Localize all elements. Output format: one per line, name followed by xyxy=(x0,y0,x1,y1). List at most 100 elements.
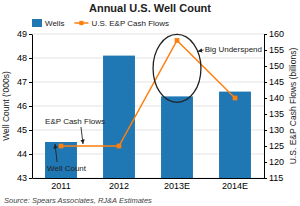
annotation: E&P Cash Flows xyxy=(45,117,105,126)
y2-tick-line xyxy=(264,178,267,179)
y2-tick-line xyxy=(264,114,267,115)
x-tick: 2011 xyxy=(51,178,70,191)
legend-label: Wells xyxy=(45,19,64,28)
y-tick: 46 xyxy=(17,101,32,111)
annotation: Well Count xyxy=(47,164,87,173)
x-tick-label: 2014E xyxy=(222,181,248,191)
y-tick-label: 49 xyxy=(17,29,27,39)
y-tick: 49 xyxy=(17,29,32,39)
y2-tick-line xyxy=(264,130,267,131)
line-marker xyxy=(117,144,122,149)
y2-tick: 160 xyxy=(264,29,284,39)
y-tick: 44 xyxy=(17,149,32,159)
y2-tick-line xyxy=(264,66,267,67)
y-tick-label: 46 xyxy=(17,101,27,111)
grid-line xyxy=(32,34,264,35)
y2-tick: 115 xyxy=(264,173,283,183)
y-tick-label: 45 xyxy=(17,125,27,135)
line-marker xyxy=(59,144,64,149)
x-tick-label: 2011 xyxy=(51,181,70,191)
y2-tick: 135 xyxy=(264,109,284,119)
bar-series xyxy=(45,56,251,178)
y2-tick-line xyxy=(264,50,267,51)
y-tick: 43 xyxy=(17,173,32,183)
y2-tick: 150 xyxy=(264,61,284,71)
y-tick-label: 44 xyxy=(17,149,27,159)
y2-axis-line xyxy=(264,35,265,179)
line xyxy=(61,40,235,146)
y-tick-label: 48 xyxy=(17,53,27,63)
legend-item: U.S. E&P Cash Flows xyxy=(74,19,169,28)
y2-tick-line xyxy=(264,34,267,35)
y2-tick-label: 115 xyxy=(269,173,283,183)
title: Annual U.S. Well Count xyxy=(89,2,211,14)
x-tick-label: 2012 xyxy=(109,181,129,191)
legend-label: U.S. E&P Cash Flows xyxy=(91,19,169,28)
y-tick: 48 xyxy=(17,53,32,63)
x-tick-label: 2013E xyxy=(164,181,190,191)
y-tick-line xyxy=(29,82,32,83)
highlight-ellipse xyxy=(153,34,201,102)
chart-svg: Annual U.S. Well Count 2011 2012 2013E 2014E… xyxy=(0,0,300,206)
y-tick-line xyxy=(29,154,32,155)
x-tick: 2014E xyxy=(222,178,248,191)
legend-swatch xyxy=(32,19,42,27)
y2-tick-label: 155 xyxy=(269,45,284,55)
grid-line xyxy=(32,82,264,83)
y2-tick-label: 125 xyxy=(269,141,284,151)
y2-tick-label: 130 xyxy=(269,125,284,135)
y-axis: 43 44 45 46 47 48 49 xyxy=(17,29,33,183)
y-tick-line xyxy=(29,130,32,131)
x-tick: 2013E xyxy=(164,178,190,191)
chart-container: Annual U.S. Well Count 2011 2012 2013E 2014E… xyxy=(0,0,300,206)
y-tick-label: 43 xyxy=(17,173,27,183)
plot-marks xyxy=(45,38,251,178)
y2-tick-label: 140 xyxy=(269,93,284,103)
y-axis-line xyxy=(32,35,33,179)
line-marker xyxy=(175,38,180,43)
y-tick: 45 xyxy=(17,125,32,135)
source: Source: Spears Associates, RJ&A Estimate… xyxy=(4,196,152,205)
y2-tick: 145 xyxy=(264,77,284,87)
y2-tick-label: 145 xyxy=(269,77,284,87)
y2-tick-label: 120 xyxy=(269,157,284,167)
y2-tick-label: 160 xyxy=(269,29,284,39)
y2-tick: 130 xyxy=(264,125,284,135)
grid xyxy=(32,34,264,178)
y2-tick-line xyxy=(264,162,267,163)
y2-tick: 120 xyxy=(264,157,284,167)
y2-axis-title: U.S. E&P Cash Flows (billions) xyxy=(288,48,298,165)
y2-tick-label: 135 xyxy=(269,109,284,119)
annotation: Big Underspend xyxy=(205,45,262,54)
y-tick-line xyxy=(29,178,32,179)
legend-item: Wells xyxy=(32,19,64,28)
bar xyxy=(219,92,251,178)
legend: Wells U.S. E&P Cash Flows xyxy=(32,19,169,28)
line-marker xyxy=(233,96,238,101)
grid-line xyxy=(32,58,264,59)
y2-tick-line xyxy=(264,82,267,83)
x-axis: 2011 2012 2013E 2014E xyxy=(33,178,265,191)
y-tick-line xyxy=(29,58,32,59)
y2-tick-line xyxy=(264,146,267,147)
y-tick: 47 xyxy=(17,77,32,87)
y-tick-line xyxy=(29,34,32,35)
y2-tick: 125 xyxy=(264,141,284,151)
annotation-arrow xyxy=(81,127,83,144)
annotation-arrow xyxy=(55,144,57,162)
y2-axis: 115 120 125 130 135 140 145 150 155 160 xyxy=(264,29,284,183)
y2-tick: 155 xyxy=(264,45,284,55)
y2-tick-label: 150 xyxy=(269,61,284,71)
annotation-arrow xyxy=(198,50,204,51)
x-axis-line xyxy=(33,178,265,179)
y2-tick: 140 xyxy=(264,93,284,103)
line-series xyxy=(59,38,238,148)
bar xyxy=(161,96,193,178)
x-tick: 2012 xyxy=(109,178,129,191)
y-tick-label: 47 xyxy=(17,77,27,87)
y-tick-line xyxy=(29,106,32,107)
y2-tick-line xyxy=(264,98,267,99)
annotations: E&P Cash Flows Well Count Big Underspend xyxy=(45,34,262,173)
bar xyxy=(103,56,135,178)
legend-marker xyxy=(79,21,83,25)
